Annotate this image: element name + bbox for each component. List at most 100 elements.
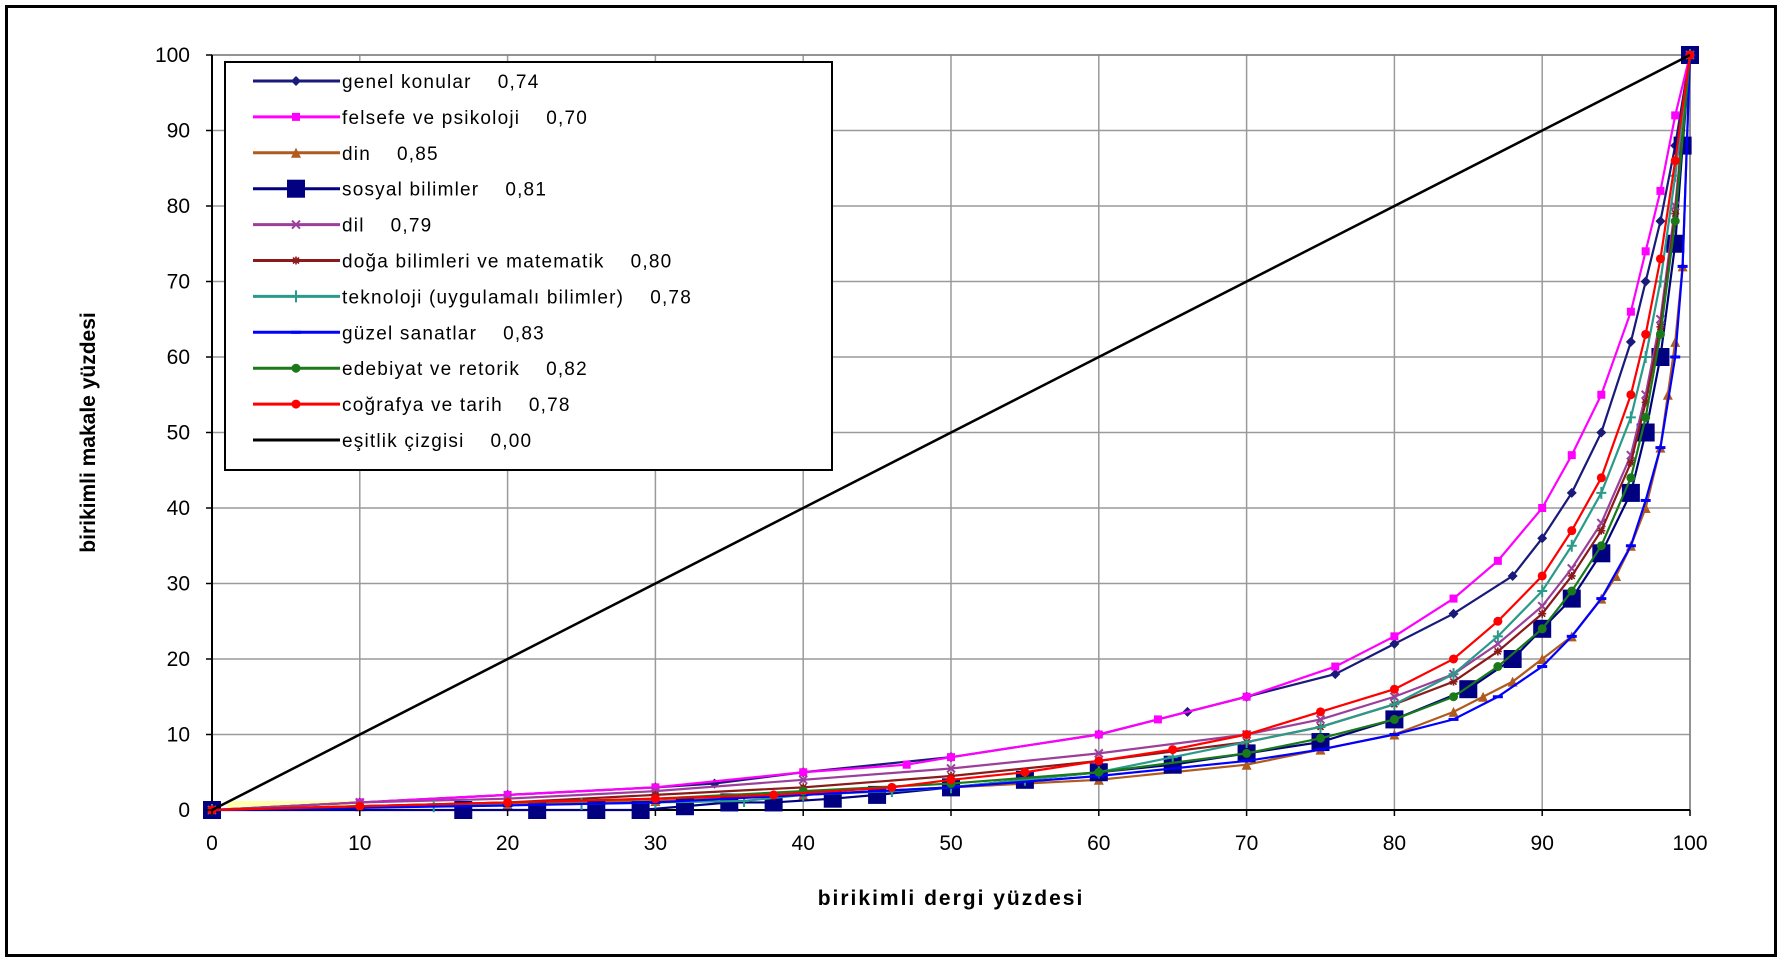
legend-entry: genel konular 0,74 — [253, 72, 540, 93]
legend-label: genel konular — [342, 72, 472, 93]
legend-swatch-marker — [291, 363, 301, 373]
data-point — [1389, 692, 1400, 702]
data-point — [1493, 556, 1502, 565]
data-point — [1596, 486, 1607, 499]
series-line — [211, 54, 1692, 812]
legend-gini-value: 0,81 — [505, 180, 547, 201]
legend-entry: eşitlik çizgisi 0,00 — [253, 431, 533, 452]
data-point — [799, 768, 808, 777]
series-1 — [208, 51, 1694, 814]
data-point — [1537, 654, 1548, 664]
data-point — [1241, 759, 1252, 763]
y-tick-label: 10 — [167, 724, 190, 747]
data-point — [1641, 412, 1651, 422]
data-point — [1493, 662, 1503, 672]
data-point — [1492, 630, 1503, 643]
x-tick-label: 70 — [1235, 832, 1258, 855]
x-tick-label: 90 — [1531, 832, 1554, 855]
data-point — [1641, 247, 1650, 256]
data-point — [1449, 594, 1458, 603]
legend-label: sosyal bilimler — [342, 180, 479, 201]
legend-label: din — [342, 144, 371, 165]
legend-gini-value: 0,70 — [546, 108, 588, 129]
data-point — [1596, 427, 1607, 438]
data-point — [1567, 571, 1576, 580]
data-point — [1389, 733, 1400, 736]
legend-swatch-marker — [291, 147, 301, 158]
data-point — [1315, 748, 1326, 752]
data-point — [1670, 156, 1680, 166]
series-10 — [211, 53, 1691, 812]
data-point — [1670, 216, 1680, 226]
legend-swatch-marker — [291, 76, 301, 86]
data-point — [1596, 541, 1606, 551]
x-tick-label: 100 — [1672, 832, 1707, 855]
y-tick-label: 80 — [167, 195, 190, 218]
y-tick-label: 100 — [155, 44, 190, 67]
series-line — [211, 54, 1692, 812]
legend-label: teknoloji (uygulamalı bilimler) — [342, 287, 624, 308]
data-point — [1538, 504, 1547, 512]
legend-gini-value: 0,00 — [491, 431, 533, 452]
data-point — [1640, 276, 1651, 287]
legend-label: dil — [342, 216, 365, 237]
data-point — [650, 794, 660, 804]
legend-entry: güzel sanatlar 0,83 — [253, 323, 544, 344]
x-tick-label: 30 — [644, 832, 667, 855]
x-axis-title: birikimli dergi yüzdesi — [818, 887, 1085, 910]
y-tick-label: 30 — [167, 573, 190, 596]
data-point — [503, 797, 513, 807]
x-tick-label: 50 — [939, 832, 962, 855]
data-point — [1492, 695, 1503, 699]
legend-entry: felsefe ve psikoloji 0,70 — [253, 108, 588, 129]
data-point — [946, 775, 956, 785]
data-point — [1626, 307, 1635, 316]
data-point — [587, 801, 606, 819]
data-point — [1330, 669, 1341, 680]
legend-swatch-marker — [291, 219, 301, 230]
data-point — [887, 782, 897, 792]
legend-entry: sosyal bilimler 0,81 — [253, 179, 547, 201]
legend-entry: dil 0,79 — [253, 216, 431, 237]
data-point — [1670, 355, 1681, 359]
legend-swatch-marker — [291, 399, 301, 409]
data-point — [946, 763, 956, 774]
data-point — [1094, 767, 1104, 777]
data-point — [1493, 616, 1503, 626]
data-point — [1503, 650, 1522, 668]
data-point — [1449, 692, 1459, 702]
data-point — [1641, 329, 1651, 339]
data-point — [1655, 254, 1665, 264]
data-point — [1655, 216, 1666, 227]
data-point — [1389, 698, 1400, 711]
legend-label: felsefe ve psikoloji — [342, 108, 520, 129]
legend-swatch-marker — [292, 112, 300, 121]
data-point — [1655, 446, 1666, 450]
data-point — [1640, 351, 1651, 363]
data-point — [1566, 487, 1577, 498]
data-point — [1641, 398, 1650, 407]
legend-gini-value: 0,78 — [529, 395, 571, 416]
y-tick-label: 0 — [178, 799, 190, 822]
y-tick-labels: 0 10 20 30 40 50 60 70 80 90 100 — [155, 44, 212, 822]
data-point — [1537, 624, 1547, 634]
plot-area — [203, 46, 1699, 819]
data-point — [1094, 730, 1103, 739]
legend-entry: coğrafya ve tarih 0,78 — [253, 395, 571, 416]
data-point — [1537, 533, 1548, 544]
data-point — [1478, 691, 1489, 702]
data-point — [1566, 634, 1577, 638]
data-point — [1626, 390, 1636, 400]
data-point — [1655, 329, 1665, 339]
legend-box — [224, 61, 833, 471]
data-point — [1020, 767, 1030, 777]
legend-gini-value: 0,74 — [498, 72, 540, 93]
data-point — [798, 775, 808, 785]
legend-gini-value: 0,82 — [546, 359, 588, 380]
data-point — [1596, 597, 1607, 601]
data-point — [1094, 748, 1104, 759]
data-point — [1625, 544, 1636, 548]
data-point — [1390, 632, 1399, 641]
data-point — [1538, 609, 1547, 618]
